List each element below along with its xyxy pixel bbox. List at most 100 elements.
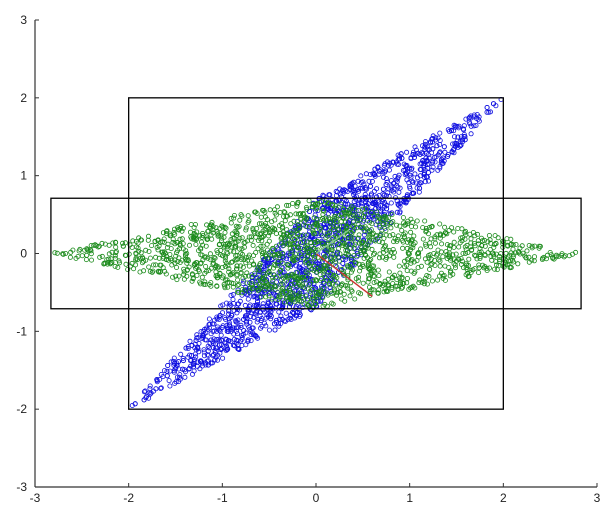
data-point bbox=[287, 242, 293, 248]
data-point bbox=[180, 225, 186, 231]
data-point bbox=[224, 277, 230, 283]
data-point bbox=[259, 249, 265, 255]
data-point bbox=[270, 278, 276, 284]
data-point bbox=[404, 262, 410, 268]
data-point bbox=[135, 240, 141, 246]
data-point bbox=[416, 280, 422, 286]
data-point bbox=[165, 257, 171, 263]
data-point bbox=[427, 252, 433, 258]
data-point bbox=[281, 242, 287, 248]
data-point bbox=[323, 246, 329, 252]
data-point bbox=[211, 254, 217, 260]
data-point bbox=[312, 240, 318, 246]
data-point bbox=[428, 244, 434, 250]
data-point bbox=[208, 360, 214, 366]
data-point bbox=[359, 245, 365, 251]
data-point bbox=[271, 321, 277, 327]
bounding-box-1 bbox=[128, 97, 504, 410]
data-point bbox=[515, 261, 521, 267]
data-point bbox=[264, 303, 270, 309]
data-point bbox=[405, 196, 411, 202]
data-point bbox=[212, 255, 218, 261]
data-point bbox=[395, 201, 401, 207]
data-point bbox=[310, 201, 316, 207]
data-point bbox=[279, 305, 285, 311]
data-point bbox=[402, 222, 408, 228]
data-point bbox=[395, 184, 401, 190]
data-point bbox=[267, 312, 273, 318]
data-point bbox=[322, 266, 328, 272]
x-tick-label: -1 bbox=[217, 491, 228, 505]
data-point bbox=[206, 281, 212, 287]
data-point bbox=[324, 290, 330, 296]
data-point bbox=[258, 243, 264, 249]
data-point bbox=[345, 210, 351, 216]
data-point bbox=[505, 254, 511, 260]
data-point bbox=[345, 201, 351, 207]
data-point bbox=[526, 242, 532, 248]
data-point bbox=[441, 144, 447, 150]
data-point bbox=[250, 325, 256, 331]
data-point bbox=[278, 236, 284, 242]
data-point bbox=[284, 202, 290, 208]
data-point bbox=[500, 238, 506, 244]
data-point bbox=[184, 257, 190, 263]
data-point bbox=[413, 180, 419, 186]
data-point bbox=[99, 240, 105, 246]
data-point bbox=[146, 390, 152, 396]
data-point bbox=[258, 214, 264, 220]
data-point bbox=[365, 245, 371, 251]
data-point bbox=[161, 368, 167, 374]
data-point bbox=[117, 260, 123, 266]
data-point bbox=[287, 287, 293, 293]
data-point bbox=[270, 275, 276, 281]
data-point bbox=[349, 230, 355, 236]
data-point bbox=[186, 264, 192, 270]
data-point bbox=[418, 263, 424, 269]
data-point bbox=[341, 206, 347, 212]
data-point bbox=[300, 282, 306, 288]
data-point bbox=[220, 224, 226, 230]
data-point bbox=[243, 225, 249, 231]
data-point bbox=[268, 309, 274, 315]
data-point bbox=[409, 237, 415, 243]
data-point bbox=[189, 342, 195, 348]
data-point bbox=[211, 352, 217, 358]
data-point bbox=[451, 134, 457, 140]
data-point bbox=[171, 355, 177, 361]
data-point bbox=[369, 268, 375, 274]
data-point bbox=[231, 343, 237, 349]
data-point bbox=[129, 260, 135, 266]
data-point bbox=[343, 247, 349, 253]
data-point bbox=[324, 218, 330, 224]
data-point bbox=[382, 168, 388, 174]
data-point bbox=[205, 228, 211, 234]
data-point bbox=[443, 230, 449, 236]
data-point bbox=[193, 241, 199, 247]
data-point bbox=[365, 279, 371, 285]
data-point bbox=[187, 229, 193, 235]
data-point bbox=[508, 236, 514, 242]
data-point bbox=[462, 230, 468, 236]
data-point bbox=[489, 250, 495, 256]
data-point bbox=[430, 164, 436, 170]
data-point bbox=[320, 241, 326, 247]
data-point bbox=[330, 224, 336, 230]
data-point bbox=[349, 241, 355, 247]
data-point bbox=[177, 241, 183, 247]
data-point bbox=[471, 240, 477, 246]
data-point bbox=[220, 302, 226, 308]
data-point bbox=[285, 273, 291, 279]
data-point bbox=[278, 320, 284, 326]
data-point bbox=[362, 186, 368, 192]
data-point bbox=[112, 253, 118, 259]
data-point bbox=[333, 219, 339, 225]
data-point bbox=[306, 223, 312, 229]
data-point bbox=[172, 241, 178, 247]
data-point bbox=[453, 251, 459, 257]
data-point bbox=[290, 241, 296, 247]
data-point bbox=[397, 209, 403, 215]
data-point bbox=[233, 318, 239, 324]
data-point bbox=[430, 135, 436, 141]
data-point bbox=[404, 245, 410, 251]
